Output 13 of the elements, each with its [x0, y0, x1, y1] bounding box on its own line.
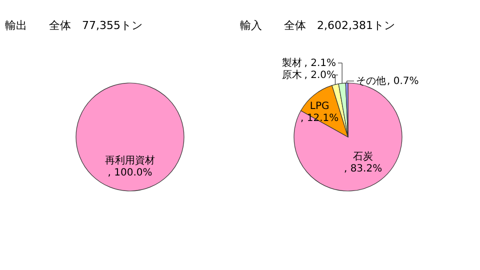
slice-label: 石炭: [353, 150, 374, 163]
slice-label: 原木: [282, 69, 302, 81]
data-label: , 0.7%: [387, 76, 419, 87]
slice-label: 再利用資材: [105, 154, 155, 167]
legend-label: その他: [356, 75, 386, 87]
data-label: , 2.1%: [304, 58, 336, 69]
data-label: , 83.2%: [344, 164, 382, 175]
slice-label: 製材: [282, 57, 302, 69]
slice-label: LPG: [310, 100, 330, 112]
data-label: , 100.0%: [108, 168, 152, 179]
chart-title: 輸入 全体 2,602,381トン: [240, 19, 395, 32]
data-label: , 2.0%: [304, 70, 336, 81]
chart-title: 輸出 全体 77,355トン: [5, 19, 142, 32]
